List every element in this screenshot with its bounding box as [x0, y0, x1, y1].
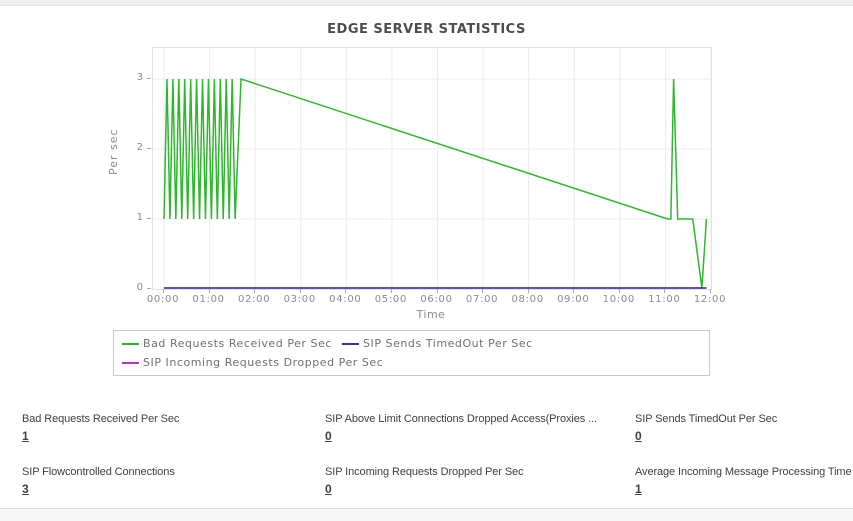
legend-label: Bad Requests Received Per Sec — [143, 337, 332, 350]
stat-label: Bad Requests Received Per Sec — [22, 413, 180, 425]
x-axis-tick-label: 01:00 — [192, 294, 225, 305]
legend-item: SIP Incoming Requests Dropped Per Sec — [122, 353, 383, 372]
x-axis-tick-label: 12:00 — [693, 294, 727, 305]
top-divider-bar — [0, 0, 853, 6]
stat-value-link[interactable]: 0 — [635, 429, 642, 443]
stat-item: SIP Flowcontrolled Connections 3 — [22, 466, 325, 498]
stat-item: Average Incoming Message Processing Time… — [635, 466, 852, 498]
stat-item: SIP Sends TimedOut Per Sec 0 — [635, 413, 852, 445]
stat-value-link[interactable]: 1 — [22, 429, 29, 443]
x-axis-tick-label: 00:00 — [146, 294, 180, 305]
x-axis-tick-label: 10:00 — [602, 294, 635, 305]
chart-plot-area — [152, 47, 712, 290]
y-axis-tick-label: 0 — [136, 282, 143, 293]
stat-item: SIP Incoming Requests Dropped Per Sec 0 — [325, 466, 635, 498]
x-axis-tick-label: 04:00 — [329, 294, 362, 305]
x-axis-tick-label: 06:00 — [420, 294, 453, 305]
bottom-bar — [0, 508, 853, 521]
x-axis-tick-label: 09:00 — [557, 294, 590, 305]
legend-swatch-icon — [122, 342, 139, 345]
stat-value-link[interactable]: 1 — [635, 482, 642, 496]
stats-grid: Bad Requests Received Per Sec 1 SIP Above … — [22, 413, 852, 498]
x-axis-tick-label: 02:00 — [237, 294, 271, 305]
legend-label: SIP Incoming Requests Dropped Per Sec — [143, 356, 384, 369]
x-axis-title: Time — [416, 308, 446, 321]
y-axis-tick — [147, 148, 151, 149]
stat-label: SIP Flowcontrolled Connections — [22, 466, 175, 478]
y-axis-title: Per sec — [107, 128, 120, 175]
x-axis-tick-label: 08:00 — [511, 294, 544, 305]
stat-value-link[interactable]: 0 — [325, 482, 332, 496]
stat-item: Bad Requests Received Per Sec 1 — [22, 413, 325, 445]
stat-value-link[interactable]: 0 — [325, 429, 332, 443]
stat-label: SIP Incoming Requests Dropped Per Sec — [325, 466, 524, 478]
x-axis-tick-label: 07:00 — [465, 294, 499, 305]
chart-legend: Bad Requests Received Per Sec SIP Sends T… — [113, 330, 710, 376]
x-axis-tick-label: 11:00 — [648, 294, 681, 305]
legend-swatch-icon — [122, 361, 139, 364]
y-axis-tick — [147, 288, 151, 289]
y-axis-tick-label: 1 — [136, 212, 143, 223]
line-chart — [153, 48, 711, 289]
stat-label: Average Incoming Message Processing Time — [635, 466, 852, 478]
x-axis-tick-label: 05:00 — [374, 294, 408, 305]
stat-label: SIP Above Limit Connections Dropped Acce… — [325, 413, 597, 425]
legend-swatch-icon — [342, 342, 359, 345]
y-axis-tick — [147, 78, 151, 79]
legend-item: SIP Sends TimedOut Per Sec — [342, 334, 533, 353]
x-axis-tick-label: 03:00 — [283, 294, 316, 305]
stat-value-link[interactable]: 3 — [22, 482, 29, 496]
y-axis-tick-label: 2 — [136, 142, 143, 153]
series-line-bad-requests-received-per-sec — [163, 77, 708, 289]
chart-title: EDGE SERVER STATISTICS — [327, 22, 526, 37]
stat-label: SIP Sends TimedOut Per Sec — [635, 413, 778, 425]
legend-item: Bad Requests Received Per Sec — [122, 334, 332, 353]
y-axis-tick — [147, 218, 151, 219]
stat-item: SIP Above Limit Connections Dropped Acce… — [325, 413, 635, 445]
y-axis-tick-label: 3 — [136, 72, 143, 83]
legend-label: SIP Sends TimedOut Per Sec — [363, 337, 533, 350]
